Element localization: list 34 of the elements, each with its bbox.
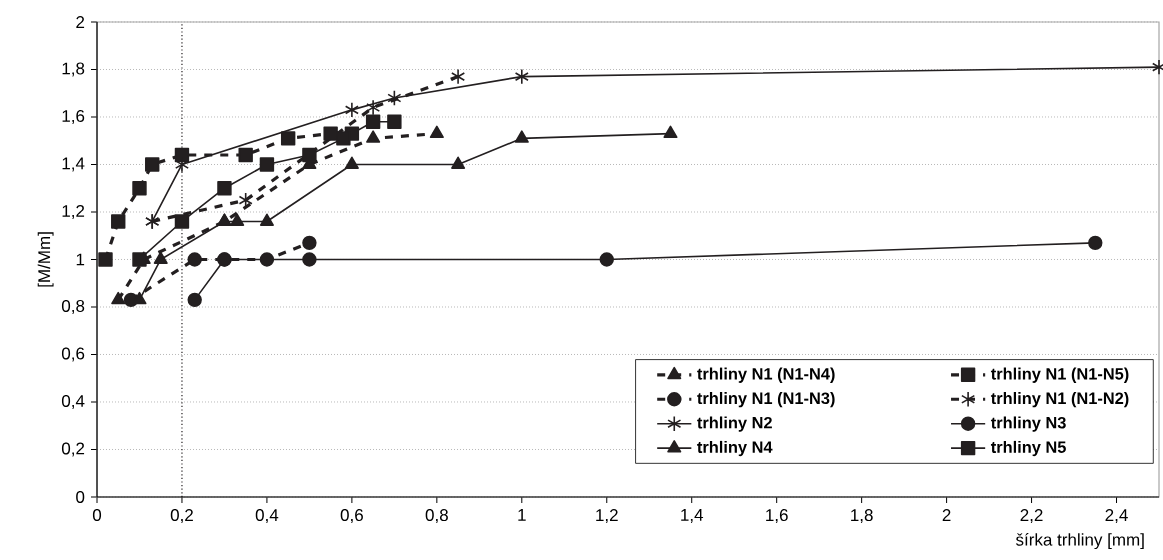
legend-label: trhliny N1 (N1-N3) [697,392,835,408]
legend-label: trhliny N2 [697,416,772,432]
x-tick-label: 1,6 [766,509,788,524]
legend-label: trhliny N1 (N1-N2) [990,392,1129,408]
x-tick-label: 2 [942,509,951,521]
x-tick-label: 1,2 [596,509,618,524]
legend-label: trhliny N3 [990,416,1066,432]
x-tick-label: 0,2 [170,509,193,524]
legend-label: trhliny N1 (N1-N4) [697,367,835,383]
y-tick-label: 1 [76,253,85,266]
y-tick-label: 0,8 [61,299,85,314]
x-tick-label: 2,2 [1020,509,1043,524]
x-tick-label: 1,4 [681,509,704,523]
x-axis-title: šírka trhliny [mm] [1016,533,1144,550]
legend-label: trhliny N5 [990,440,1066,457]
y-tick-label: 1,4 [62,157,85,172]
x-tick-label: 2,4 [1105,509,1128,524]
y-tick-label: 0,2 [61,442,85,457]
legend-label: trhliny N4 [697,440,773,457]
legend-label: trhliny N1 (N1-N5) [990,367,1129,383]
x-tick-label: 1 [518,509,526,521]
x-tick-label: 0 [92,509,102,522]
x-tick-label: 0,8 [425,509,448,524]
y-axis-title: [M/Mm] [37,232,54,287]
x-tick-label: 0,6 [340,509,363,524]
x-tick-label: 0,4 [255,509,279,524]
x-tick-label: 1,8 [851,509,873,524]
y-tick-label: 1,6 [62,109,85,124]
y-tick-label: 0 [76,490,85,503]
y-tick-label: 2 [76,16,85,28]
y-tick-label: 1,2 [62,204,85,219]
y-tick-label: 0,4 [61,394,85,409]
y-tick-label: 1,8 [62,62,85,77]
y-tick-label: 0,6 [61,347,85,362]
